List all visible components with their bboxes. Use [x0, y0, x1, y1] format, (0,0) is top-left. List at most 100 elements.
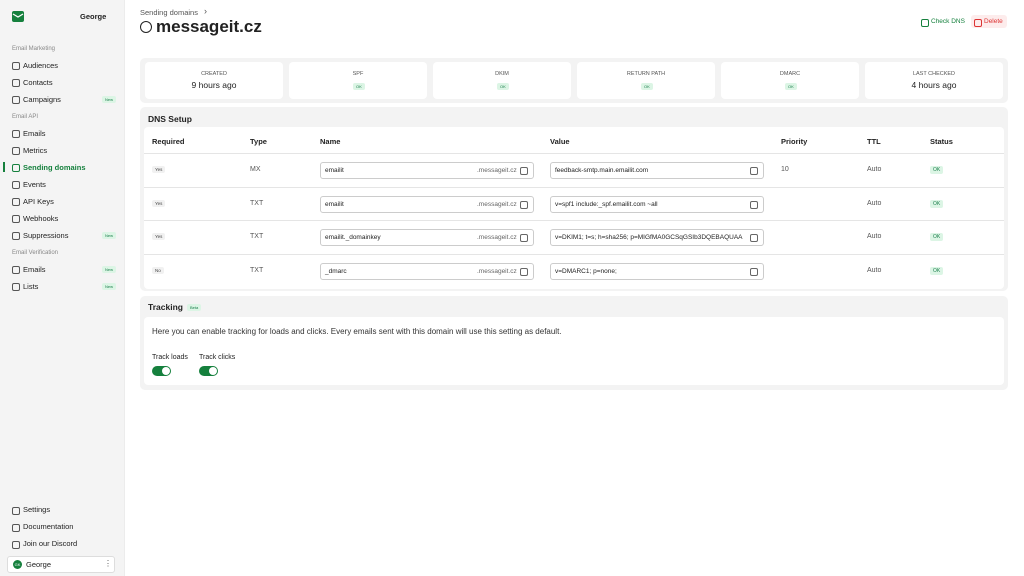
check-dns-button[interactable]: Check DNS	[931, 18, 965, 25]
row-divider	[144, 186, 1004, 188]
nav-item[interactable]: API Keys	[23, 197, 54, 206]
name-input[interactable]: emailit._domainkey .messageit.cz	[320, 229, 534, 246]
stat-value: 4 hours ago	[911, 80, 957, 90]
user-name: George	[26, 560, 52, 569]
priority: 10	[781, 166, 789, 173]
toggle[interactable]	[199, 366, 218, 376]
icon	[12, 198, 20, 206]
badge: New	[102, 283, 117, 290]
badge: OK	[930, 233, 944, 241]
value-input[interactable]: feedback-smtp.main.emailit.com	[550, 162, 764, 179]
stat-value: 9 hours ago	[191, 80, 237, 90]
badge: Yes	[152, 166, 166, 173]
nav-item[interactable]: Events	[23, 180, 46, 189]
icon	[12, 541, 20, 549]
name-text: emailit	[325, 200, 344, 208]
breadcrumb[interactable]: Sending domains	[140, 8, 198, 17]
icon	[520, 234, 528, 242]
delete-label: Delete	[984, 18, 1003, 25]
globe-icon	[140, 21, 152, 33]
nav-item[interactable]: Contacts	[23, 78, 53, 87]
name-input[interactable]: emailit .messageit.cz	[320, 162, 534, 179]
footer-link[interactable]: Settings	[23, 505, 51, 514]
footer-link[interactable]: Join our Discord	[23, 539, 78, 548]
sidebar: George Email Marketing Audiences Contacts Ca…	[0, 0, 125, 576]
nav-item[interactable]: Audiences	[23, 61, 59, 70]
value-input[interactable]: v=DMARC1; p=none;	[550, 262, 764, 280]
dns-panel: DNS Setup Required Type Name Value Priority TT…	[140, 107, 1008, 291]
active-indicator	[3, 162, 5, 172]
record-type: TXT	[250, 266, 264, 274]
nav-item[interactable]: Lists	[23, 282, 39, 291]
stat-label: RETURN PATH	[626, 71, 666, 77]
avatar: GK	[13, 560, 22, 569]
toggle-label: Track loads	[152, 354, 188, 361]
badge: New	[102, 232, 117, 239]
more-icon: ⋮	[104, 559, 112, 568]
badge: Yes	[152, 233, 166, 240]
toggle-knob	[162, 367, 170, 375]
ttl: Auto	[867, 199, 882, 207]
ttl: Auto	[867, 266, 882, 274]
section-title: Email Marketing	[12, 46, 56, 52]
nav-item[interactable]: Emails	[23, 265, 46, 274]
value-text: feedback-smtp.main.emailit.com	[555, 167, 649, 174]
badge: OK	[930, 199, 944, 208]
name-suffix: .messageit.cz	[477, 234, 517, 241]
dns-table: Required Type Name Value Priority TTL Status Ye…	[144, 127, 1004, 289]
stat-label: SPF	[352, 71, 364, 77]
stat-label: DMARC	[779, 71, 801, 77]
badge: No	[152, 266, 164, 274]
badge: Beta	[187, 304, 202, 311]
name-input[interactable]: _dmarc .messageit.cz	[320, 262, 534, 280]
name-text: emailit	[325, 167, 344, 174]
stat-label: DKIM	[495, 71, 509, 77]
section-title: Email API	[12, 114, 39, 120]
footer-link[interactable]: Documentation	[23, 522, 74, 531]
icon	[12, 181, 20, 189]
icon	[12, 507, 20, 515]
value-input[interactable]: v=spf1 include:_spf.emailit.com ~all	[550, 195, 764, 213]
record-type: TXT	[250, 199, 264, 207]
stat-card: LAST CHECKED 4 hours ago	[865, 62, 1003, 99]
icon	[12, 96, 20, 104]
icon	[12, 79, 20, 87]
value-text: v=spf1 include:_spf.emailit.com ~all	[555, 200, 658, 208]
name-suffix: .messageit.cz	[477, 167, 517, 174]
name-suffix: .messageit.cz	[477, 200, 517, 208]
record-type: TXT	[250, 233, 264, 240]
nav-item[interactable]: Campaigns	[23, 95, 61, 104]
panel-title: DNS Setup	[148, 114, 192, 124]
nav-item[interactable]: Emails	[23, 129, 46, 138]
icon	[12, 232, 20, 240]
delete-button[interactable]: Delete	[971, 15, 1007, 28]
main: Sending domains › messageit.cz Check DNS Del…	[124, 0, 1024, 576]
icon	[12, 62, 20, 70]
workspace-name[interactable]: George	[80, 12, 107, 21]
name-text: emailit._domainkey	[325, 234, 381, 241]
icon	[12, 215, 20, 223]
column-header: TTL	[867, 137, 881, 146]
icon	[750, 234, 758, 242]
ttl: Auto	[867, 233, 882, 240]
badge: OK	[641, 83, 653, 90]
column-header: Status	[930, 137, 953, 146]
nav-item[interactable]: Suppressions	[23, 231, 69, 240]
user-menu[interactable]: GK George ⋮	[7, 556, 115, 573]
tracking-panel: Tracking Beta Here you can enable tracking…	[140, 296, 1008, 390]
icon	[750, 200, 758, 209]
tracking-body: Here you can enable tracking for loads a…	[144, 317, 1004, 385]
column-header: Required	[152, 137, 185, 146]
name-input[interactable]: emailit .messageit.cz	[320, 195, 534, 213]
nav-item[interactable]: Webhooks	[23, 214, 59, 223]
name-suffix: .messageit.cz	[477, 267, 517, 275]
nav-item[interactable]: Sending domains	[23, 163, 86, 172]
nav-item[interactable]: Metrics	[23, 146, 48, 155]
panel-title: Tracking	[148, 302, 183, 312]
icon	[750, 267, 758, 276]
column-header: Priority	[781, 137, 808, 146]
toggle[interactable]	[152, 366, 171, 376]
value-input[interactable]: v=DKIM1; t=s; h=sha256; p=MIGfMA0GCSqGSI…	[550, 229, 764, 246]
page-title: messageit.cz	[156, 17, 262, 36]
